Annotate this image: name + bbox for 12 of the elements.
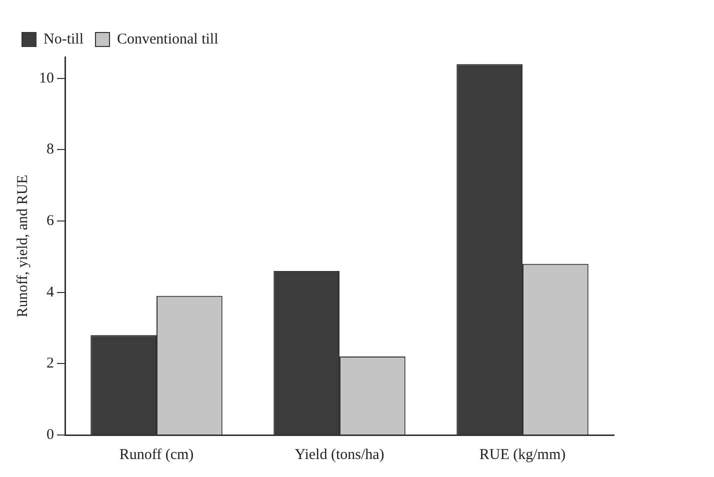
- y-tick-label: 2: [46, 356, 54, 372]
- y-tick-label: 8: [46, 142, 54, 158]
- y-tick-label: 6: [46, 212, 54, 229]
- x-tick-label: RUE (kg/mm): [479, 446, 566, 463]
- legend-label: Conventional till: [117, 31, 218, 48]
- x-tick-label: Yield (tons/ha): [294, 446, 384, 463]
- legend-label: No-till: [44, 31, 84, 48]
- y-tick-label: 4: [46, 284, 54, 300]
- y-tick-label: 10: [39, 70, 54, 86]
- x-tick-label: Runoff (cm): [119, 446, 194, 463]
- y-axis-title: Runoff, yield, and RUE: [14, 174, 31, 318]
- y-tick-label: 0: [46, 426, 54, 443]
